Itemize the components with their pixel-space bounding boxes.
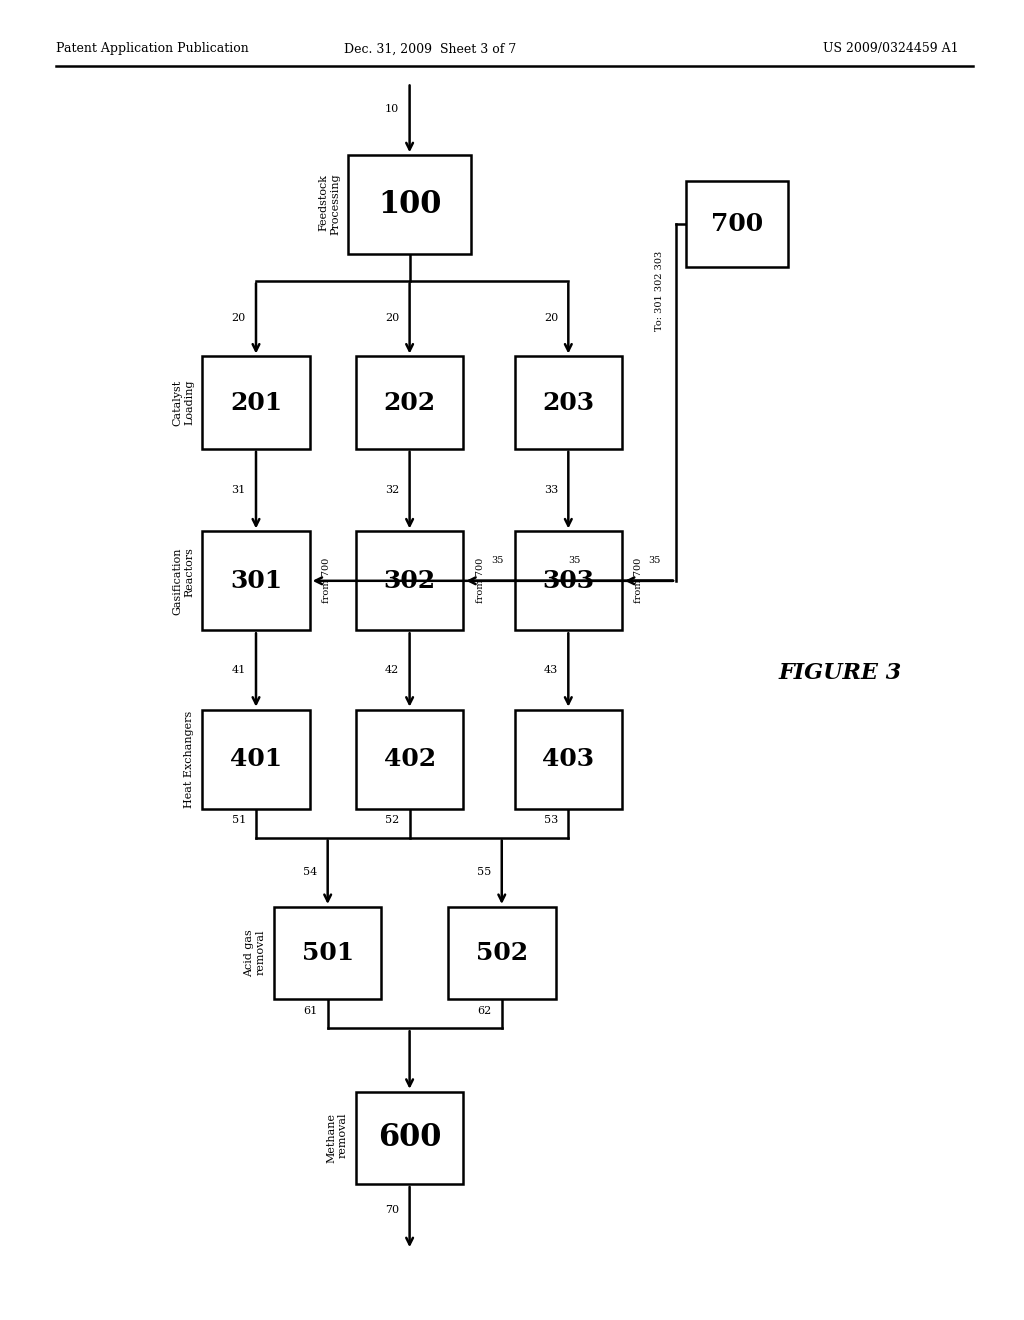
Text: 302: 302 (384, 569, 435, 593)
Bar (356, 710, 463, 808)
Text: 700: 700 (712, 213, 763, 236)
Text: Patent Application Publication: Patent Application Publication (56, 42, 249, 55)
Text: 70: 70 (385, 1205, 399, 1216)
Text: 600: 600 (378, 1122, 441, 1154)
Text: Acid gas
removal: Acid gas removal (244, 929, 266, 977)
Text: 61: 61 (303, 1006, 317, 1016)
Bar (348, 154, 471, 253)
Text: US 2009/0324459 A1: US 2009/0324459 A1 (823, 42, 958, 55)
Text: 35: 35 (492, 556, 504, 565)
Text: 301: 301 (230, 569, 282, 593)
Text: 20: 20 (231, 313, 246, 323)
Text: 403: 403 (543, 747, 594, 771)
Text: 201: 201 (230, 391, 282, 414)
Bar (515, 356, 623, 449)
Text: 33: 33 (544, 484, 558, 495)
Text: 55: 55 (477, 867, 492, 878)
Text: 401: 401 (230, 747, 282, 771)
Bar (356, 356, 463, 449)
Text: from 700: from 700 (322, 558, 331, 603)
Text: Heat Exchangers: Heat Exchangers (184, 710, 195, 808)
Bar (686, 181, 788, 267)
Bar (515, 710, 623, 808)
Text: 402: 402 (384, 747, 435, 771)
Text: 20: 20 (544, 313, 558, 323)
Text: Feedstock
Processing: Feedstock Processing (318, 174, 340, 235)
Text: Dec. 31, 2009  Sheet 3 of 7: Dec. 31, 2009 Sheet 3 of 7 (344, 42, 516, 55)
Text: 41: 41 (231, 665, 246, 675)
Text: 203: 203 (543, 391, 594, 414)
Bar (356, 531, 463, 630)
Text: Catalyst
Loading: Catalyst Loading (172, 379, 195, 426)
Text: 62: 62 (477, 1006, 492, 1016)
Text: 501: 501 (302, 941, 353, 965)
Bar (203, 531, 309, 630)
Text: Methane
removal: Methane removal (326, 1113, 348, 1163)
Text: Gasification
Reactors: Gasification Reactors (172, 546, 195, 615)
Bar (515, 531, 623, 630)
Text: 52: 52 (385, 814, 399, 825)
Text: 502: 502 (476, 941, 527, 965)
Text: 202: 202 (384, 391, 435, 414)
Text: 53: 53 (544, 814, 558, 825)
Text: 35: 35 (648, 556, 660, 565)
Text: To: 301 302 303: To: 301 302 303 (654, 251, 664, 331)
Bar (203, 356, 309, 449)
Text: 100: 100 (378, 189, 441, 220)
Bar (203, 710, 309, 808)
Text: from 700: from 700 (635, 558, 643, 603)
Text: 51: 51 (231, 814, 246, 825)
Text: 31: 31 (231, 484, 246, 495)
Text: 43: 43 (544, 665, 558, 675)
Text: from 700: from 700 (475, 558, 484, 603)
Text: 303: 303 (543, 569, 594, 593)
Text: 20: 20 (385, 313, 399, 323)
Bar (449, 907, 555, 999)
Text: 42: 42 (385, 665, 399, 675)
Text: 32: 32 (385, 484, 399, 495)
Bar (356, 1092, 463, 1184)
Text: FIGURE 3: FIGURE 3 (778, 663, 901, 684)
Text: 10: 10 (385, 104, 399, 114)
Text: 54: 54 (303, 867, 317, 878)
Text: 35: 35 (568, 556, 581, 565)
Bar (274, 907, 381, 999)
